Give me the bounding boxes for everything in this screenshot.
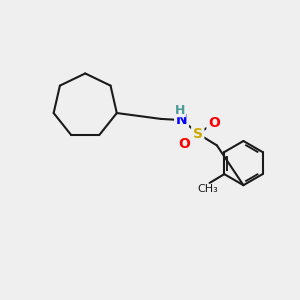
Text: O: O: [178, 137, 190, 151]
Text: N: N: [176, 113, 188, 128]
Text: H: H: [175, 103, 185, 117]
Text: CH₃: CH₃: [198, 184, 218, 194]
Text: O: O: [208, 116, 220, 130]
Text: S: S: [193, 127, 203, 141]
